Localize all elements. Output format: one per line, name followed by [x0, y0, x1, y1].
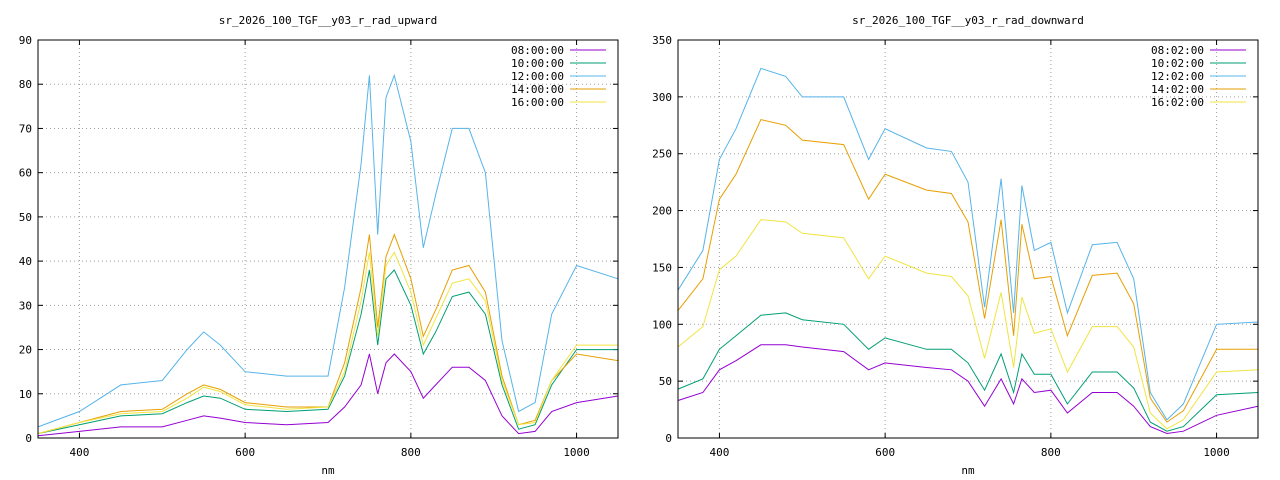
series-line-16-02-00: [677, 219, 1259, 430]
series-line-08-00-00: [37, 353, 619, 437]
y-tick-label: 150: [652, 261, 672, 274]
legend-label: 14:00:00: [511, 83, 564, 96]
chart-title: sr_2026_100_TGF__y03_r_rad_upward: [219, 14, 438, 27]
series-line-10-00-00: [37, 269, 618, 435]
legend-label: 08:00:00: [511, 44, 564, 57]
x-axis-label: nm: [961, 464, 975, 477]
y-tick-label: 90: [19, 34, 32, 47]
legend-label: 16:00:00: [511, 96, 564, 109]
y-tick-label: 50: [19, 211, 32, 224]
y-tick-label: 10: [19, 388, 32, 401]
x-tick-label: 400: [709, 446, 729, 459]
y-tick-label: 0: [25, 432, 32, 445]
y-tick-label: 350: [652, 34, 672, 47]
y-tick-label: 300: [652, 91, 672, 104]
y-tick-label: 0: [665, 432, 672, 445]
y-tick-label: 200: [652, 205, 672, 218]
x-axis-label: nm: [321, 464, 335, 477]
plot-frame: [37, 39, 619, 439]
y-tick-label: 20: [19, 344, 32, 357]
series-line-10-02-00: [677, 312, 1259, 432]
series-line-12-00-00: [37, 73, 619, 428]
y-tick-label: 60: [19, 167, 32, 180]
x-tick-label: 600: [235, 446, 255, 459]
x-tick-label: 1000: [563, 446, 590, 459]
x-tick-label: 1000: [1203, 446, 1230, 459]
x-tick-label: 400: [69, 446, 89, 459]
x-tick-label: 600: [875, 446, 895, 459]
legend-label: 08:02:00: [1151, 44, 1204, 57]
series-line-14-00-00: [37, 233, 619, 435]
series-line-12-02-00: [677, 67, 1259, 421]
series-line-08-02-00: [677, 344, 1259, 435]
x-tick-label: 800: [401, 446, 421, 459]
series-line-14-02-00: [677, 119, 1258, 423]
chart-title: sr_2026_100_TGF__y03_r_rad_downward: [852, 14, 1084, 27]
y-tick-label: 80: [19, 78, 32, 91]
plot-frame: [677, 39, 1259, 439]
y-tick-label: 30: [19, 299, 32, 312]
x-tick-label: 800: [1041, 446, 1061, 459]
legend-label: 12:02:00: [1151, 70, 1204, 83]
legend-label: 12:00:00: [511, 70, 564, 83]
y-tick-label: 50: [659, 375, 672, 388]
legend-label: 16:02:00: [1151, 96, 1204, 109]
y-tick-label: 250: [652, 148, 672, 161]
y-tick-label: 70: [19, 122, 32, 135]
downward-radiance-chart: sr_2026_100_TGF__y03_r_rad_downward 0 50 10…: [652, 14, 1259, 477]
upward-radiance-chart: sr_2026_100_TGF__y03_r_rad_upward 0 10 20 30…: [19, 14, 619, 477]
legend-label: 10:02:00: [1151, 57, 1204, 70]
series-line-16-00-00: [37, 251, 618, 435]
y-tick-label: 40: [19, 255, 32, 268]
legend-label: 10:00:00: [511, 57, 564, 70]
legend-label: 14:02:00: [1151, 83, 1204, 96]
y-tick-label: 100: [652, 318, 672, 331]
